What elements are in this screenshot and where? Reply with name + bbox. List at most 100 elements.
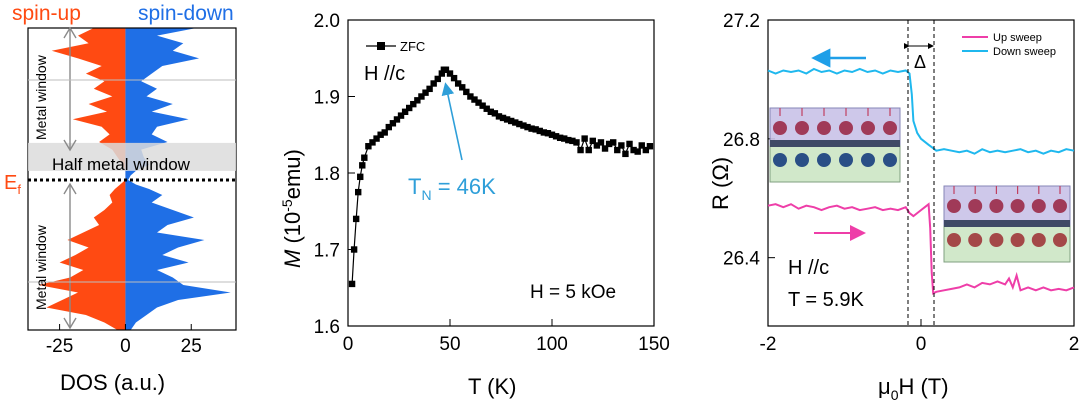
resistance-temperature-label: T = 5.9K: [788, 289, 864, 311]
zfc-data-point: [540, 129, 548, 136]
zfc-data-point: [524, 123, 531, 131]
lattice-illustration-antiparallel: [943, 185, 1071, 263]
zfc-data-point: [454, 80, 462, 87]
atom-ball: [839, 153, 853, 167]
zfc-data-point: [397, 112, 405, 119]
zfc-data-point: [561, 135, 568, 142]
zfc-data-point: [548, 131, 556, 138]
zfc-data-point: [426, 85, 433, 93]
zfc-data-point: [610, 139, 617, 146]
zfc-data-point: [622, 150, 629, 158]
magnetization-x-tick-label: 150: [638, 334, 670, 355]
down-sweep-line: [767, 67, 1075, 155]
atom-ball: [817, 121, 831, 135]
fermi-level-label: Ef: [4, 172, 21, 197]
zfc-data-point: [385, 123, 392, 131]
magnetization-x-tick-label: 100: [536, 334, 568, 355]
zfc-data-point: [536, 127, 543, 135]
zfc-data-point: [479, 102, 486, 109]
zfc-data-point: [361, 154, 368, 161]
atom-ball: [883, 121, 897, 135]
zfc-data-point: [355, 188, 362, 196]
magnetization-y-label: M (10-5emu): [279, 149, 305, 268]
magnetization-plot-area: [348, 66, 654, 288]
zfc-data-point: [438, 70, 446, 77]
atom-ball: [839, 121, 853, 135]
zfc-data-point: [350, 246, 358, 253]
atom-ball: [968, 199, 983, 213]
zfc-data-point: [516, 120, 523, 128]
zfc-data-point: [495, 113, 503, 120]
up-sweep-line: [767, 202, 1075, 295]
zfc-data-point: [581, 135, 588, 142]
atom-ball: [1053, 233, 1067, 247]
dos-x-tick-label: 0: [120, 336, 131, 357]
zfc-data-point: [430, 80, 437, 87]
atom-ball: [989, 199, 1004, 213]
zfc-data-point: [634, 148, 641, 155]
dos-x-tick-label: -25: [46, 336, 73, 357]
zfc-data-point: [359, 162, 366, 169]
dos-x-tick-label: 25: [181, 336, 202, 357]
resistance-y-tick-label: 26.4: [723, 249, 760, 270]
y-label-sup: -5: [279, 199, 295, 212]
atom-ball: [773, 121, 787, 135]
zfc-data-point: [357, 173, 364, 181]
atom-ball: [1053, 199, 1067, 213]
down-sweep-legend-label: Down sweep: [993, 46, 1056, 58]
zfc-data-point: [565, 136, 572, 144]
magnetization-ticks: 0 50 100 150 1.6 1.7 1.8 1.9 2.0: [314, 11, 670, 355]
resistance-y-label: R (Ω): [708, 157, 733, 210]
magnetization-y-tick-label: 1.8: [314, 164, 340, 185]
dos-panel: spin-up spin-down Half metal window Ef M…: [4, 2, 237, 395]
spin-down-title: spin-down: [138, 2, 234, 25]
neel-temperature-arrow: [441, 82, 463, 161]
spin-up-dos-area: [38, 28, 126, 330]
dos-x-axis-label: DOS (a.u.): [60, 370, 165, 395]
atom-ball: [1031, 199, 1046, 213]
zfc-data-point: [512, 119, 519, 126]
zfc-data-point: [422, 89, 429, 96]
atom-ball: [968, 233, 983, 247]
tn-t: T: [408, 174, 421, 199]
zfc-data-point: [475, 99, 482, 106]
atom-ball: [1010, 233, 1025, 247]
magnetization-y-tick-label: 1.6: [314, 317, 340, 338]
zfc-data-point: [450, 74, 458, 82]
zfc-legend-marker: [377, 42, 385, 50]
zfc-data-point: [389, 120, 397, 127]
zfc-line: [351, 69, 651, 284]
x-label-sub: 0: [891, 387, 899, 403]
upper-metal-window-label: Metal window: [33, 54, 49, 140]
zfc-data-point: [401, 108, 409, 115]
resistance-plot-area: [767, 67, 1075, 295]
atom-ball: [1031, 233, 1046, 247]
lower-metal-window-label: Metal window: [33, 224, 49, 310]
resistance-ticks: -2 0 2 26.4 26.8 27.2: [723, 11, 1079, 355]
atom-ball: [795, 121, 809, 135]
zfc-data-point: [528, 125, 535, 132]
atom-ball: [773, 153, 787, 167]
zfc-data-point: [365, 143, 372, 150]
zfc-data-point: [601, 145, 609, 152]
zfc-data-point: [446, 70, 454, 77]
coercive-field-lines: [907, 20, 935, 326]
zfc-data-point: [532, 126, 539, 133]
lower-arrow-head-top: [63, 182, 77, 195]
upper-arrow-head-top: [63, 26, 77, 39]
magnetization-x-tick-label: 50: [439, 334, 460, 355]
zfc-data-point: [585, 146, 592, 154]
zfc-data-point: [618, 142, 625, 149]
dos-plot-area: [38, 28, 231, 330]
atom-ball: [795, 153, 809, 167]
resistance-x-tick-label: 2: [1069, 334, 1080, 355]
zfc-data-point: [499, 114, 507, 122]
zfc-data-point: [626, 140, 633, 148]
zfc-data-point: [630, 146, 637, 154]
atom-ball: [947, 199, 961, 213]
up-sweep-legend-label: Up sweep: [993, 32, 1042, 44]
zfc-data-point: [605, 140, 613, 148]
atom-ball: [989, 233, 1004, 247]
tn-sub: N: [421, 187, 431, 203]
